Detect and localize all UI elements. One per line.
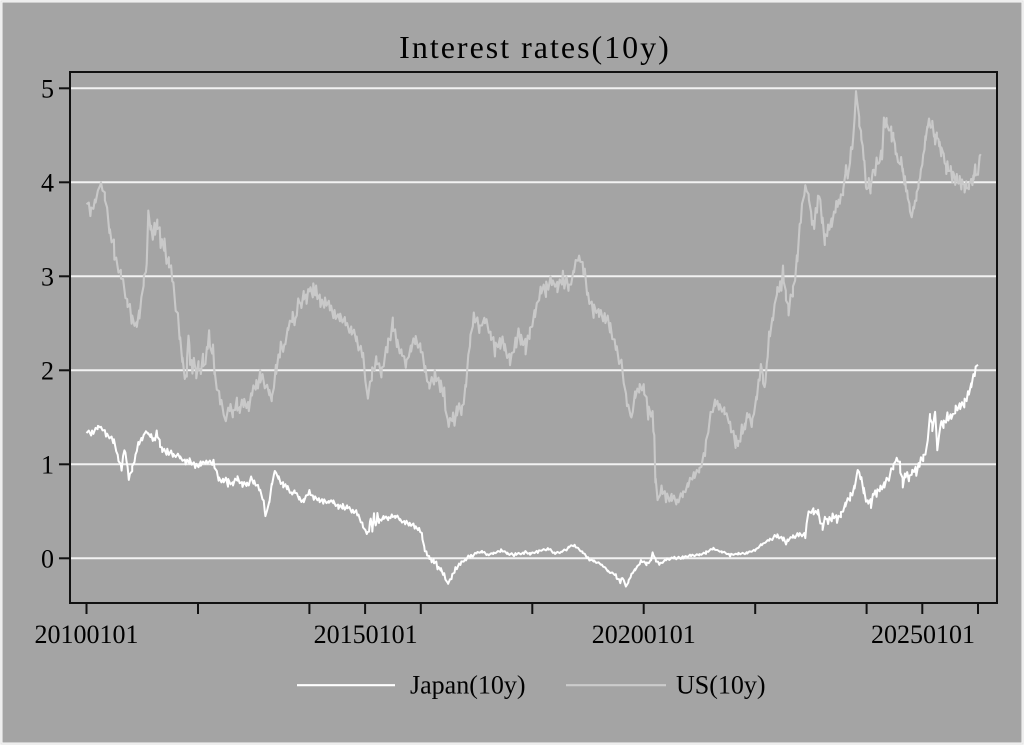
svg-text:20100101: 20100101 [35, 620, 139, 649]
svg-text:3: 3 [41, 263, 54, 292]
svg-text:20200101: 20200101 [592, 620, 696, 649]
svg-text:1: 1 [41, 451, 54, 480]
svg-text:US(10y): US(10y) [676, 671, 766, 700]
svg-text:0: 0 [41, 545, 54, 574]
svg-text:4: 4 [41, 169, 54, 198]
svg-text:Japan(10y): Japan(10y) [410, 671, 526, 700]
svg-text:20250101: 20250101 [871, 620, 975, 649]
svg-text:20150101: 20150101 [314, 620, 418, 649]
svg-text:5: 5 [41, 75, 54, 104]
svg-text:2: 2 [41, 357, 54, 386]
svg-text:Interest rates(10y): Interest rates(10y) [399, 29, 671, 65]
